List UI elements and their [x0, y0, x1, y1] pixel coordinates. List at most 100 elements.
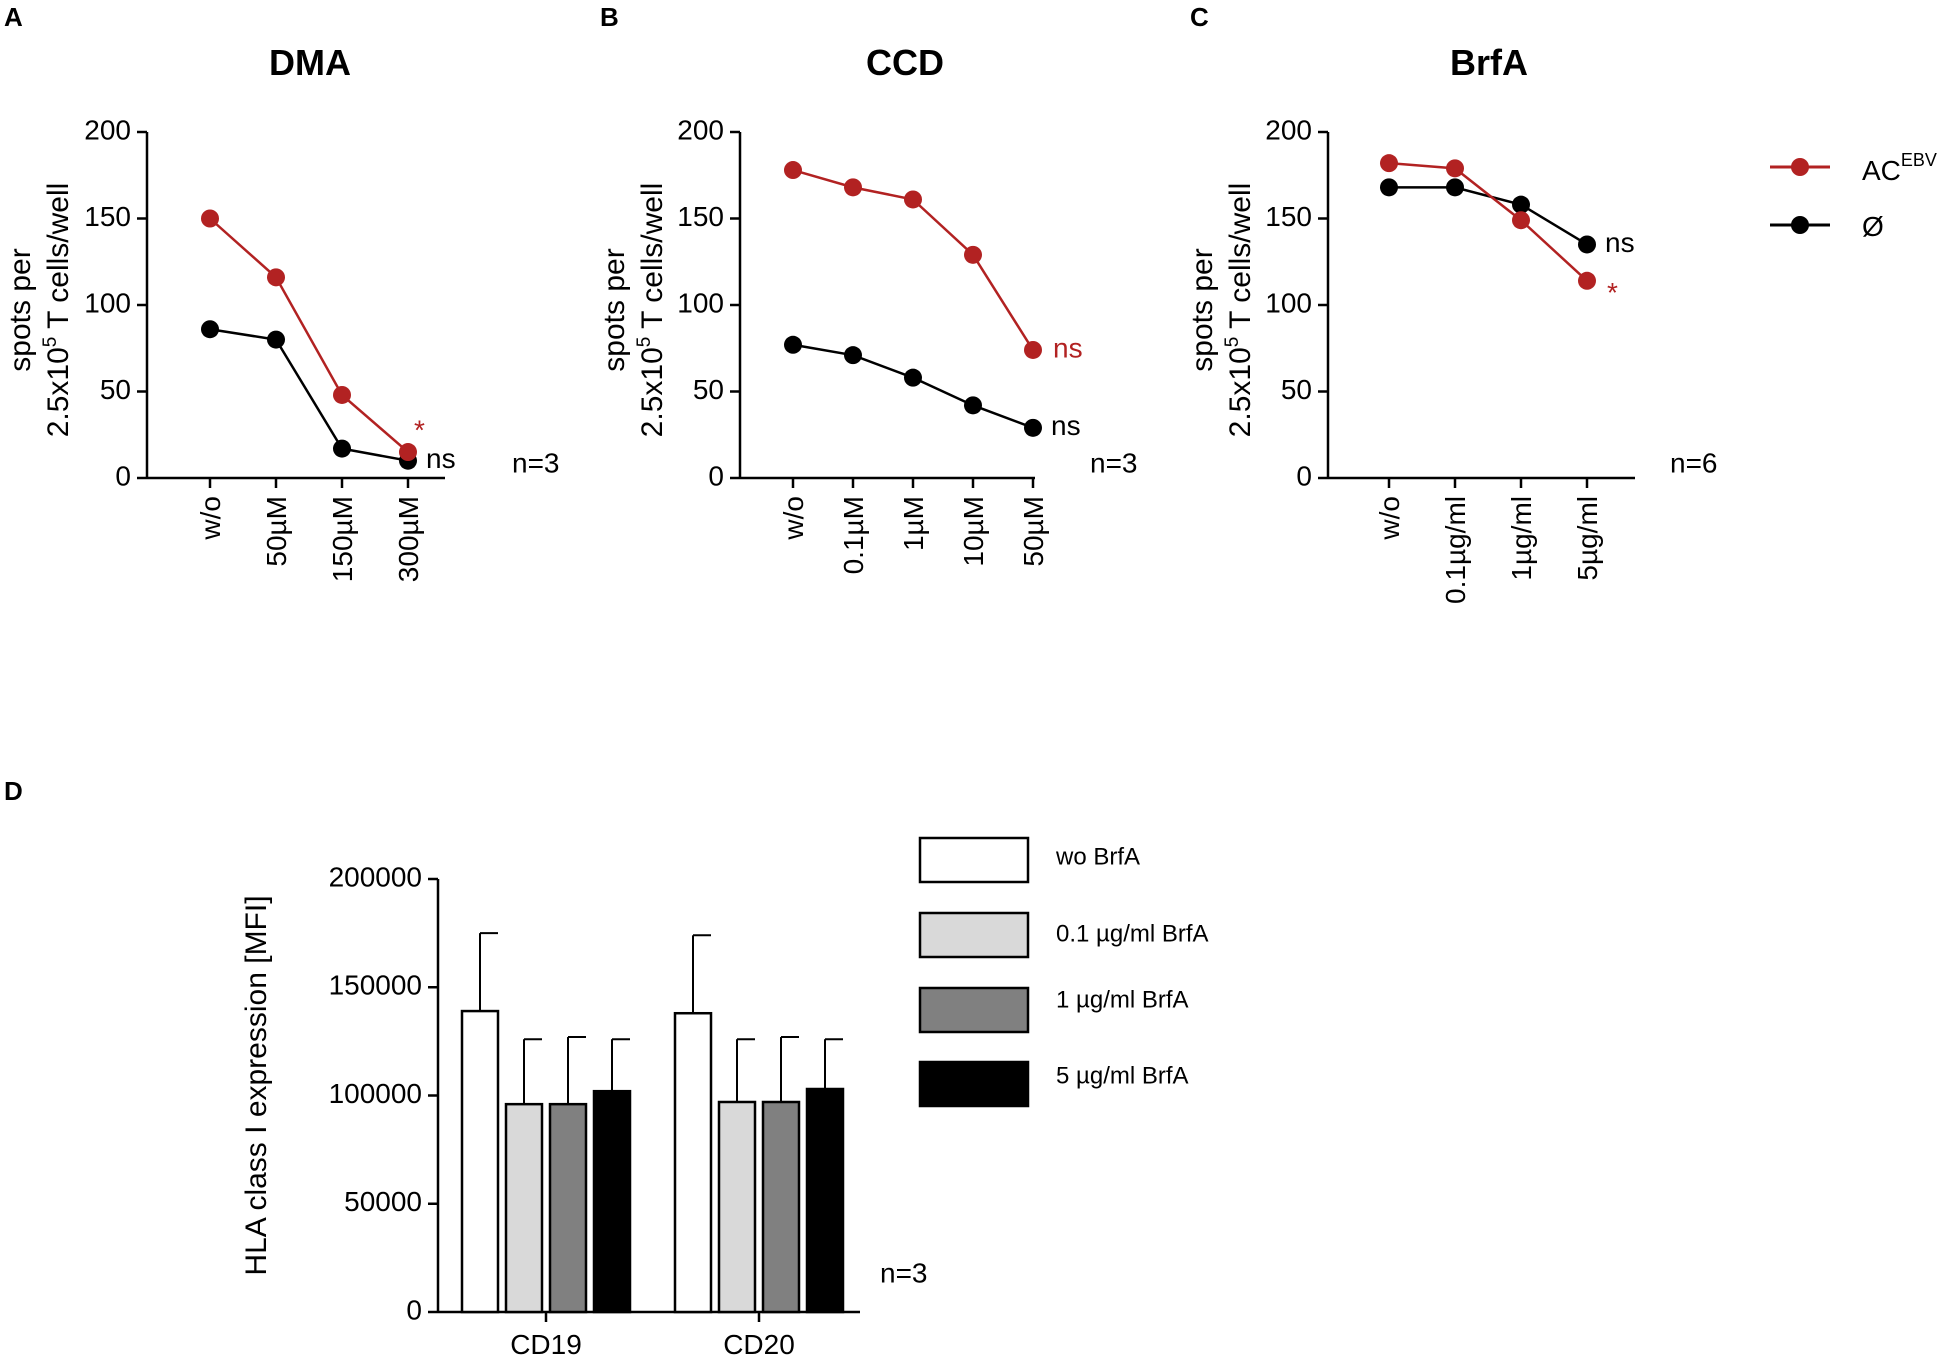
- panel-letter-a: A: [4, 2, 23, 32]
- chart-panel-a: 0 50 100 150 200 w/o 50µM 150µM 300µM spots per2.…: [4, 114, 560, 582]
- panel-c-series-ac-ebv-line: [1388, 161, 1588, 282]
- panel-b-series-ac-ebv-point-w-o: [784, 161, 802, 180]
- panel-c-y-tick-label-0: 0: [1296, 460, 1312, 491]
- panel-a-y-tick-label-50: 50: [100, 374, 131, 405]
- panel-d-bar-cd19-1-g-ml-brfa: [548, 1102, 588, 1314]
- legend-entry-ac-ebv: ACEBV: [1770, 150, 1937, 186]
- panel-c-series-ac-ebv-point-w-o: [1380, 154, 1398, 173]
- chart-panel-c: 0 50 100 150 200 w/o 0.1µg/ml 1µg/ml 5µg/ml spots…: [1186, 114, 1718, 604]
- panel-d-bar-cd19-wo-brfa: [460, 1009, 500, 1314]
- panel-a-x-tick-label-150-m: 150µM: [327, 496, 358, 582]
- panel-a-series-ac-ebv-line: [209, 217, 409, 453]
- panel-a-x-tick-label-w-o: w/o: [195, 496, 226, 541]
- panel-a-annotation-empty-set: ns: [426, 443, 456, 474]
- panel-b-x-tick-label-50-m: 50µM: [1018, 496, 1049, 567]
- panel-c-title: BrfA: [1450, 42, 1528, 83]
- panel-c-y-tick-label-150: 150: [1265, 201, 1312, 232]
- panel-c-series-empty-set-point-0-1-g-ml: [1446, 178, 1464, 197]
- panel-b-series-empty-set-point-50-m: [1024, 418, 1042, 437]
- panel-b-n-label: n=3: [1090, 447, 1138, 478]
- panel-c-series-empty-set-point-w-o: [1380, 178, 1398, 197]
- panel-d-bar-cd20-5-g-ml-brfa: [805, 1087, 845, 1314]
- panel-b-y-tick-label-0: 0: [708, 460, 724, 491]
- panel-d-y-tick-label-0: 0: [406, 1294, 422, 1325]
- legend-d-swatch-5: [918, 1060, 1030, 1108]
- panel-a-y-label-line2: 2.5x105 T cells/well: [40, 183, 75, 438]
- panel-d-bar-cd20-1-g-ml-brfa: [761, 1100, 801, 1314]
- panel-c-series-empty-set-line: [1389, 186, 1588, 246]
- panel-b-series-empty-set-point-10-m: [964, 396, 982, 415]
- panel-b-annotation-empty-set: ns: [1051, 410, 1081, 441]
- panel-a-series-ac-ebv-point-150-m: [333, 385, 351, 404]
- legend-ac-ebv-sup: EBV: [1901, 150, 1937, 170]
- panel-d-bar-cd20-wo-brfa: [673, 1011, 713, 1314]
- panel-c-y-tick-label-100: 100: [1265, 287, 1312, 318]
- panel-letter-d: D: [4, 776, 23, 806]
- panel-b-y-label-line1: spots per: [598, 248, 631, 371]
- legend-d-label-0-1: 0.1 µg/ml BrfA: [1056, 920, 1209, 947]
- panel-b-y-tick-label-50: 50: [693, 374, 724, 405]
- legend-d: wo BrfA 0.1 µg/ml BrfA 1 µg/ml BrfA 5 µg…: [918, 836, 1209, 1108]
- panel-d-y-tick-label-100000: 100000: [329, 1078, 422, 1109]
- panel-c-x-tick-label-0-1-g-ml: 0.1µg/ml: [1440, 496, 1471, 604]
- panel-letter-b: B: [600, 2, 619, 32]
- legend-entry-empty-set: Ø: [1770, 211, 1884, 242]
- panel-c-series-empty-set-point-1-g-ml: [1512, 195, 1530, 214]
- panel-c-n-label: n=6: [1670, 447, 1718, 478]
- panel-a-series-ac-ebv-point-300-m: [399, 443, 417, 462]
- legend-ac-ebv-marker: [1791, 158, 1809, 176]
- panel-b-x-tick-label-10-m: 10µM: [958, 496, 989, 567]
- panel-a-y-tick-label-200: 200: [84, 114, 131, 145]
- panel-d-n-label: n=3: [880, 1257, 928, 1288]
- panel-a-y-label-line1: spots per: [4, 248, 37, 371]
- panel-c-x-tick-label-w-o: w/o: [1374, 496, 1405, 541]
- panel-a-series-empty-set-point-150-m: [333, 439, 351, 458]
- panel-a-x-tick-label-300-m: 300µM: [393, 496, 424, 582]
- panel-d-y-tick-label-150000: 150000: [329, 970, 422, 1001]
- panel-a-y-tick-label-0: 0: [115, 460, 131, 491]
- chart-panel-b: 0 50 100 150 200 w/o 0.1µM 1µM 10µM 50µM spots per…: [598, 114, 1138, 574]
- panel-b-x-tick-label-w-o: w/o: [778, 496, 809, 541]
- panel-b-y-tick-label-150: 150: [677, 201, 724, 232]
- panel-d-y-tick-label-50000: 50000: [344, 1186, 422, 1217]
- panel-c-y-tick-label-200: 200: [1265, 114, 1312, 145]
- legend-d-swatch-wo-brfa: [918, 836, 1030, 884]
- panel-d-bar-cd19-0-1-g-ml-brfa: [504, 1102, 544, 1314]
- chart-panel-d: 0 50000 100000 150000 200000 HLA class I expr…: [240, 861, 928, 1359]
- panel-d-y-label: HLA class I expression [MFI]: [240, 895, 273, 1275]
- legend-empty-set-marker: [1791, 216, 1809, 234]
- panel-b-title: CCD: [866, 42, 944, 83]
- panel-a-title: DMA: [269, 42, 351, 83]
- panel-a-y-tick-label-100: 100: [84, 287, 131, 318]
- panel-b-series-ac-ebv-point-50-m: [1024, 340, 1042, 359]
- panel-b-series-ac-ebv-point-1-m: [904, 190, 922, 209]
- panel-b-series-empty-set-point-w-o: [784, 335, 802, 354]
- panel-a-series-ac-ebv-point-50-m: [267, 268, 285, 287]
- panel-d-x-tick-label-cd19: CD19: [510, 1329, 582, 1359]
- panel-c-x-tick-label-5-g-ml: 5µg/ml: [1572, 496, 1603, 581]
- panel-b-x-tick-label-0-1-m: 0.1µM: [838, 496, 869, 574]
- panel-b-series-empty-set-point-0-1-m: [844, 346, 862, 365]
- panel-c-y-tick-label-50: 50: [1281, 374, 1312, 405]
- panel-c-x-tick-label-1-g-ml: 1µg/ml: [1506, 496, 1537, 581]
- panel-c-series-ac-ebv-point-0-1-g-ml: [1446, 159, 1464, 178]
- legend-d-swatch-1: [918, 986, 1030, 1034]
- panel-a-series-empty-set-point-50-m: [267, 330, 285, 349]
- legend-empty-set-label: Ø: [1862, 211, 1884, 242]
- panel-c-series-empty-set-point-5-g-ml: [1578, 235, 1596, 254]
- legend-ac-ebv-label: ACEBV: [1862, 150, 1937, 186]
- panel-b-y-tick-label-100: 100: [677, 287, 724, 318]
- panel-c-y-label-line1: spots per: [1186, 248, 1219, 371]
- panel-a-x-tick-label-50-m: 50µM: [261, 496, 292, 567]
- legend-top: ACEBV Ø: [1770, 150, 1937, 242]
- panel-b-x-tick-label-1-m: 1µM: [898, 496, 929, 551]
- panel-c-y-label-line2: 2.5x105 T cells/well: [1222, 183, 1257, 438]
- legend-d-swatch-0-1: [918, 911, 1030, 959]
- panel-a-y-tick-label-150: 150: [84, 201, 131, 232]
- panel-b-series-ac-ebv-point-10-m: [964, 245, 982, 264]
- panel-c-series-ac-ebv-point-5-g-ml: [1578, 271, 1596, 290]
- panel-d-x-tick-label-cd20: CD20: [723, 1329, 795, 1359]
- panel-b-annotation-ac-ebv: ns: [1053, 332, 1083, 363]
- panel-b-y-label-line2: 2.5x105 T cells/well: [634, 183, 669, 438]
